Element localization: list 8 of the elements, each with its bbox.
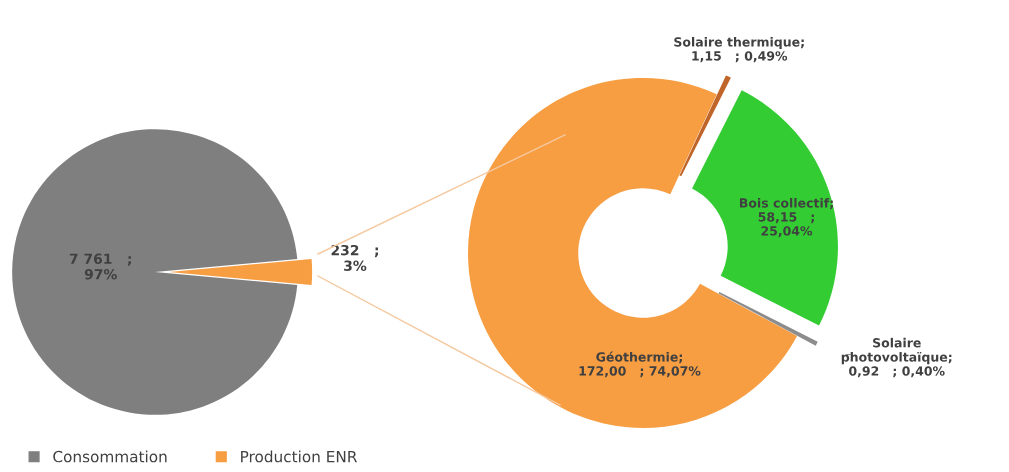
slice-label: Bois collectif; 58,15 ; 25,04% [739,197,833,238]
data-label: 7 761 ; 97% [69,253,131,280]
legend-label: Production ENR [241,450,357,463]
slice-label: Solaire photovoltaïque; 0,92 ; 0,40% [841,337,952,378]
legend-label: Consommation [53,450,167,463]
slice-label: Géothermie; 172,00 ; 74,07% [579,351,701,378]
slice-label: Solaire thermique; 1,15 ; 0,49% [674,36,804,63]
data-label: 232 ; 3% [331,244,378,271]
